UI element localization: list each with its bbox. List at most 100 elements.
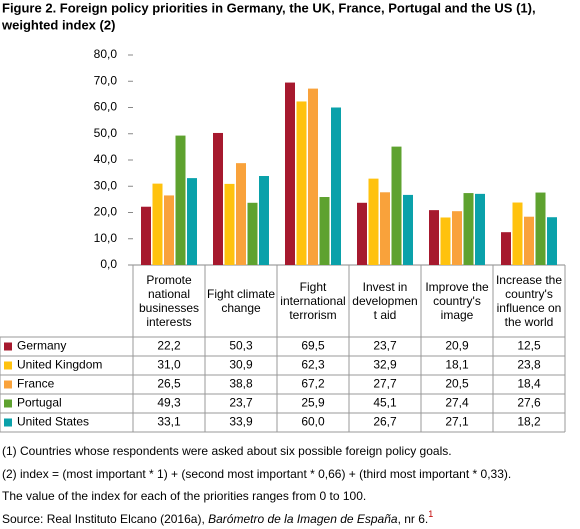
x-tick-label: Invest in developmen t aid bbox=[352, 280, 418, 322]
table-value: 31,0 bbox=[157, 358, 181, 372]
note: The value of the index for each of the p… bbox=[2, 489, 366, 503]
table-value: 50,3 bbox=[229, 339, 253, 353]
table-value: 26,5 bbox=[157, 377, 181, 391]
chart-title: Figure 2. Foreign policy priorities in G… bbox=[2, 0, 536, 15]
bar bbox=[236, 163, 246, 265]
table-value: 23,7 bbox=[373, 339, 397, 353]
y-tick-label: 80,0 bbox=[94, 47, 118, 61]
y-tick-label: 40,0 bbox=[94, 152, 118, 166]
category-cell: Improve the country's image bbox=[425, 280, 489, 322]
x-tick-label: Fight international terrorism bbox=[280, 280, 346, 322]
bar bbox=[512, 202, 523, 265]
table-value: 27,4 bbox=[445, 396, 469, 410]
table-value: 69,5 bbox=[301, 339, 325, 353]
table-value: 27,7 bbox=[373, 377, 397, 391]
x-tick-label: Improve the country's image bbox=[425, 280, 489, 322]
table-value: 33,1 bbox=[157, 415, 181, 429]
bar bbox=[164, 195, 174, 265]
bar bbox=[429, 210, 439, 265]
bar bbox=[403, 194, 413, 265]
table-value: 23,7 bbox=[229, 396, 253, 410]
legend-swatch bbox=[4, 418, 12, 427]
table-value: 23,8 bbox=[517, 358, 541, 372]
y-tick-label: 20,0 bbox=[94, 205, 118, 219]
table-value: 20,9 bbox=[445, 339, 469, 353]
x-tick-label: Increase the country's influence on the … bbox=[495, 273, 563, 329]
bar bbox=[308, 88, 318, 265]
legend-label: France bbox=[17, 377, 55, 391]
table-value: 25,9 bbox=[301, 396, 325, 410]
legend-label: Germany bbox=[17, 339, 66, 353]
note: (2) index = (most important * 1) + (seco… bbox=[2, 467, 511, 481]
table-value: 26,7 bbox=[373, 415, 397, 429]
y-tick-label: 50,0 bbox=[94, 126, 118, 140]
bar bbox=[475, 193, 485, 265]
bar bbox=[213, 132, 223, 265]
bar bbox=[380, 192, 390, 265]
bar bbox=[452, 211, 462, 265]
bar bbox=[141, 206, 151, 265]
bar bbox=[547, 217, 557, 265]
table-value: 38,8 bbox=[229, 377, 253, 391]
bar bbox=[501, 232, 511, 265]
category-cell: Increase the country's influence on the … bbox=[495, 273, 563, 329]
table-value: 45,1 bbox=[373, 396, 397, 410]
y-tick-label: 10,0 bbox=[94, 231, 118, 245]
legend-swatch bbox=[4, 399, 12, 408]
legend-label: United States bbox=[17, 415, 89, 429]
bar bbox=[463, 193, 474, 265]
bar bbox=[524, 216, 534, 265]
table-value: 27,1 bbox=[445, 415, 469, 429]
table-value: 27,6 bbox=[517, 396, 541, 410]
legend-swatch bbox=[4, 380, 12, 389]
y-tick-label: 30,0 bbox=[94, 178, 118, 192]
bar bbox=[259, 176, 269, 265]
bar bbox=[247, 202, 258, 265]
category-cell: Promote national businesses interests bbox=[138, 273, 200, 329]
bar bbox=[187, 178, 197, 265]
bar bbox=[319, 197, 330, 265]
y-tick-label: 0,0 bbox=[100, 257, 117, 271]
table-value: 30,9 bbox=[229, 358, 253, 372]
bar bbox=[440, 217, 451, 265]
table-value: 33,9 bbox=[229, 415, 253, 429]
category-cell: Fight climate change bbox=[206, 287, 276, 315]
table-value: 12,5 bbox=[517, 339, 541, 353]
note: (1) Countries whose respondents were ask… bbox=[2, 444, 452, 458]
table-value: 32,9 bbox=[373, 358, 397, 372]
table-value: 49,3 bbox=[157, 396, 181, 410]
table-value: 20,5 bbox=[445, 377, 469, 391]
bar bbox=[175, 135, 186, 265]
table-value: 60,0 bbox=[301, 415, 325, 429]
y-tick-label: 70,0 bbox=[94, 73, 118, 87]
table-value: 62,3 bbox=[301, 358, 325, 372]
x-tick-label: Fight climate change bbox=[206, 287, 276, 315]
legend-swatch bbox=[4, 342, 12, 351]
x-tick-label: Promote national businesses interests bbox=[138, 273, 200, 329]
bar bbox=[296, 101, 307, 266]
source-sup: 1 bbox=[428, 509, 433, 519]
source-title: Barómetro de la Imagen de España bbox=[208, 512, 398, 526]
category-cell: Invest in developmen t aid bbox=[352, 280, 418, 322]
table-value: 18,4 bbox=[517, 377, 541, 391]
chart-title: weighted index (2) bbox=[1, 17, 115, 32]
table-value: 22,2 bbox=[157, 339, 181, 353]
legend-label: United Kingdom bbox=[17, 358, 102, 372]
bar bbox=[535, 192, 546, 265]
source-tail: , nr 6. bbox=[398, 512, 429, 526]
y-tick-label: 60,0 bbox=[94, 100, 118, 114]
bar bbox=[331, 107, 341, 265]
bar bbox=[391, 146, 402, 265]
table-value: 18,1 bbox=[445, 358, 469, 372]
table-value: 67,2 bbox=[301, 377, 325, 391]
source-text: Source: Real Instituto Elcano (2016a), bbox=[2, 512, 208, 526]
bar bbox=[224, 183, 235, 265]
bar bbox=[368, 178, 379, 265]
table-value: 18,2 bbox=[517, 415, 541, 429]
legend-swatch bbox=[4, 361, 12, 370]
category-cell: Fight international terrorism bbox=[280, 280, 346, 322]
bar bbox=[152, 183, 163, 265]
bar bbox=[357, 202, 367, 265]
source: Source: Real Instituto Elcano (2016a), B… bbox=[2, 509, 433, 526]
